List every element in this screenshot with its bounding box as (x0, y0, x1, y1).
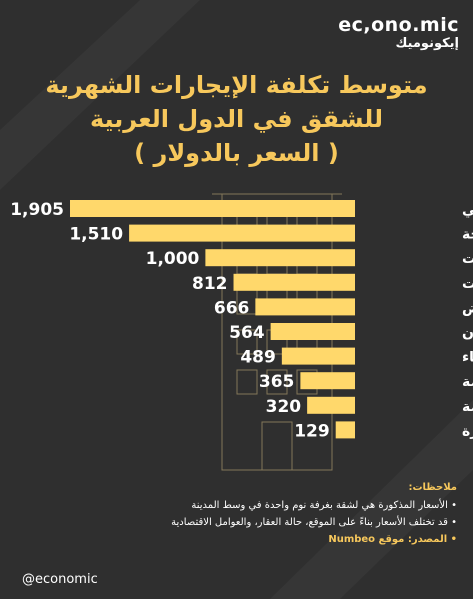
category-label-7: الدار البيضاء (462, 350, 473, 366)
bar-10 (335, 421, 355, 439)
category-label-9: تونس العاصمة (462, 399, 473, 415)
category-label-2: الدوحة (462, 227, 473, 243)
notes-heading: ملاحظات: (408, 482, 457, 493)
title-line-1: متوسط تكلفة الإيجارات الشهرية (45, 71, 428, 99)
value-label-3: 1,000 (146, 249, 200, 269)
category-label-10: القاهرة (462, 423, 473, 439)
title-line-3: ( السعر بالدولار ) (134, 139, 339, 167)
brand-name-arabic: إيكونوميك (395, 36, 459, 51)
value-label-8: 365 (259, 372, 295, 392)
brand-logo: ec,ono.mic إيكونوميك (338, 14, 459, 52)
bar-2 (129, 224, 355, 242)
bar-9 (307, 396, 355, 414)
bar-7 (281, 347, 355, 365)
bar-8 (300, 372, 355, 390)
brand-name: ec,ono.mic (338, 14, 459, 36)
social-handle: @economic (22, 572, 98, 587)
bar-chart: 1,905 دبي 1,510 الدوحة 1,000 بيروت 812 الكويت 66… (10, 193, 473, 471)
category-label-3: بيروت (462, 251, 473, 267)
notes-section: ملاحظات: • الأسعار المذكورة هي لشقة بغرف… (17, 482, 457, 548)
note-item-2: • قد تختلف الأسعار بناءً على الموقع، حال… (171, 517, 457, 528)
value-label-6: 564 (229, 323, 265, 343)
bar-4 (233, 273, 355, 291)
source-note: • المصدر: موقع Numbeo (328, 534, 457, 545)
bar-3 (205, 249, 355, 267)
chart-title: متوسط تكلفة الإيجارات الشهرية للشقق في ا… (20, 68, 453, 170)
bar-5 (255, 298, 355, 316)
category-label-4: الكويت (462, 276, 473, 292)
category-label-6: عمّان (462, 325, 473, 341)
title-line-2: للشقق في الدول العربية (89, 105, 384, 133)
value-label-2: 1,510 (69, 225, 123, 245)
category-label-1: دبي (462, 202, 473, 218)
value-label-1: 1,905 (10, 200, 64, 220)
value-label-5: 666 (214, 298, 250, 318)
bar-6 (270, 323, 355, 340)
value-label-4: 812 (192, 274, 228, 294)
bar-1 (70, 200, 355, 217)
category-label-8: الجزائر العاصمة (462, 374, 473, 390)
value-label-9: 320 (266, 397, 302, 417)
value-label-7: 489 (240, 348, 276, 368)
value-label-10: 129 (294, 421, 330, 441)
note-item-1: • الأسعار المذكورة هي لشقة بغرفة نوم واح… (191, 500, 457, 511)
category-label-5: الرياض (462, 300, 473, 316)
